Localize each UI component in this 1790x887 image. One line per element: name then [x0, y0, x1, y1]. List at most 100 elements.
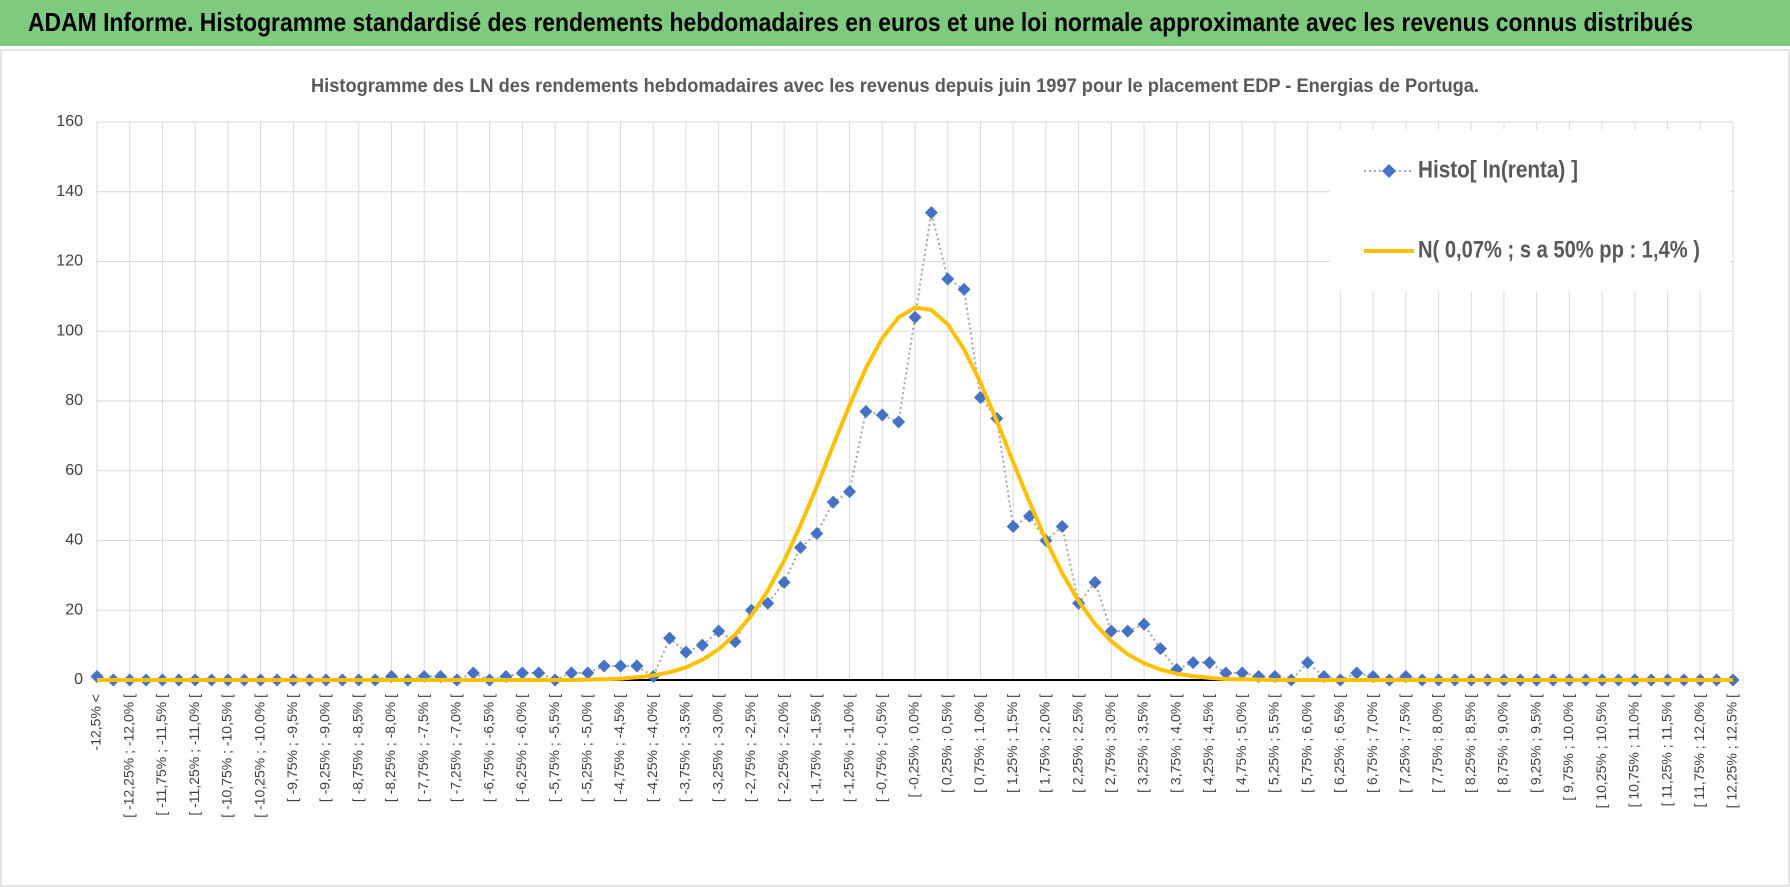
legend-marker [1382, 164, 1396, 178]
data-point [695, 638, 709, 652]
data-point [1055, 520, 1069, 534]
x-tick-label: [ -11,75% ; -11,5% [ [153, 694, 169, 816]
x-tick-label: [ 2,75% ; 3,0% [ [1102, 694, 1118, 793]
page-title: ADAM Informe. Histogramme standardisé de… [28, 7, 1693, 37]
x-tick-label: [ 11,25% ; 11,5% [ [1658, 694, 1674, 806]
data-point [614, 659, 628, 673]
x-tick-label: [ 4,75% ; 5,0% [ [1233, 694, 1249, 793]
x-tick-label: [ -8,75% ; -8,5% [ [349, 694, 365, 802]
x-tick-label: [ 0,25% ; 0,5% [ [938, 694, 954, 793]
x-tick-label: [ -9,75% ; -9,5% [ [284, 694, 300, 802]
data-point [1235, 666, 1249, 680]
data-point [712, 624, 726, 638]
x-tick-label: [ -12,25% ; -12,0% [ [120, 694, 136, 818]
x-tick-label: [ 5,75% ; 6,0% [ [1298, 694, 1314, 793]
x-tick-label: [ -4,25% ; -4,0% [ [644, 694, 660, 802]
x-tick-label: [ 5,25% ; 5,5% [ [1266, 694, 1282, 793]
x-tick-label: [ -4,75% ; -4,5% [ [611, 694, 627, 802]
data-point [810, 527, 824, 541]
legend-label: N( 0,07% ; s a 50% pp : 1,4% ) [1418, 236, 1700, 263]
data-point [941, 272, 955, 286]
x-tick-label: [ 8,25% ; 8,5% [ [1462, 694, 1478, 793]
data-point [515, 666, 529, 680]
x-tick-label: [ 9,25% ; 9,5% [ [1527, 694, 1543, 793]
x-tick-label: [ -7,75% ; -7,5% [ [415, 694, 431, 802]
x-tick-label: [ -6,25% ; -6,0% [ [513, 694, 529, 802]
data-point [826, 495, 840, 509]
legend-label: Histo[ ln(renta) ] [1418, 156, 1578, 183]
data-point [630, 659, 644, 673]
data-point [875, 408, 889, 422]
y-tick-label: 0 [74, 671, 83, 688]
data-point [1186, 656, 1200, 670]
chart-frame [0, 49, 1790, 887]
x-tick-label: [ 0,75% ; 1,0% [ [971, 694, 987, 793]
x-tick-label: -12,5% < [88, 694, 104, 750]
data-point [564, 666, 578, 680]
data-point [957, 282, 971, 296]
chart-title: Histogramme des LN des rendements hebdom… [311, 76, 1479, 97]
x-tick-label: [ -1,75% ; -1,5% [ [808, 694, 824, 802]
header-bar [0, 0, 1790, 46]
x-tick-label: [ 12,25% ; 12,5% [ [1724, 694, 1740, 809]
data-point [532, 666, 546, 680]
x-tick-label: [ 2,25% ; 2,5% [ [1069, 694, 1085, 793]
x-tick-label: [ 11,75% ; 12,0% [ [1691, 694, 1707, 807]
data-point [777, 575, 791, 589]
data-point [761, 596, 775, 610]
x-tick-label: [ -11,25% ; -11,0% [ [186, 694, 202, 816]
data-point [466, 666, 480, 680]
x-tick-label: [ -6,75% ; -6,5% [ [480, 694, 496, 802]
x-tick-label: [ -2,75% ; -2,5% [ [742, 694, 758, 802]
data-point [843, 485, 857, 499]
data-point [859, 404, 873, 418]
x-tick-label: [ -7,25% ; -7,0% [ [448, 694, 464, 802]
series-line [97, 305, 1733, 682]
x-tick-label: [ -8,25% ; -8,0% [ [382, 694, 398, 802]
y-tick-label: 120 [56, 253, 83, 270]
x-tick-label: [ -2,25% ; -2,0% [ [775, 694, 791, 802]
x-tick-label: [ 7,75% ; 8,0% [ [1429, 694, 1445, 793]
x-tick-label: [ 9,75% ; 10,0% [ [1560, 694, 1576, 801]
data-point [1219, 666, 1233, 680]
x-tick-label: [ 1,75% ; 2,0% [ [1037, 694, 1053, 793]
x-tick-label: [ -0,25% ; 0,0% [ [906, 694, 922, 798]
y-tick-label: 160 [56, 113, 83, 130]
x-tick-label: [ -5,25% ; -5,0% [ [579, 694, 595, 802]
y-tick-label: 20 [65, 601, 83, 618]
x-tick-label: [ 10,75% ; 11,0% [ [1626, 694, 1642, 807]
data-point [1088, 575, 1102, 589]
data-point [1104, 624, 1118, 638]
data-point [1121, 624, 1135, 638]
x-tick-label: [ -1,25% ; -1,0% [ [840, 694, 856, 802]
data-point [1153, 642, 1167, 656]
x-tick-label: [ -3,25% ; -3,0% [ [709, 694, 725, 802]
y-tick-label: 140 [56, 183, 83, 200]
x-tick-label: [ 8,75% ; 9,0% [ [1495, 694, 1511, 793]
data-point [908, 310, 922, 324]
x-tick-label: [ -3,75% ; -3,5% [ [677, 694, 693, 802]
data-point [581, 666, 595, 680]
data-point [1137, 617, 1151, 631]
legend-box [1330, 130, 1730, 292]
x-tick-label: [ 10,25% ; 10,5% [ [1593, 694, 1609, 809]
x-tick-label: [ 7,25% ; 7,5% [ [1397, 694, 1413, 793]
x-tick-label: [ 6,75% ; 7,0% [ [1364, 694, 1380, 793]
x-tick-label: [ -0,75% ; -0,5% [ [873, 694, 889, 802]
data-point [679, 645, 693, 659]
y-tick-label: 80 [65, 392, 83, 409]
data-point [793, 540, 807, 554]
data-point [1301, 656, 1315, 670]
x-tick-label: [ -10,75% ; -10,5% [ [219, 694, 235, 818]
data-point [597, 659, 611, 673]
x-tick-label: [ 3,75% ; 4,0% [ [1167, 694, 1183, 793]
x-tick-label: [ 1,25% ; 1,5% [ [1004, 694, 1020, 793]
data-point [1006, 520, 1020, 534]
y-tick-label: 60 [65, 462, 83, 479]
data-point [1202, 656, 1216, 670]
x-tick-label: [ 6,25% ; 6,5% [ [1331, 694, 1347, 793]
x-tick-label: [ -5,75% ; -5,5% [ [546, 694, 562, 802]
x-tick-label: [ -10,25% ; -10,0% [ [251, 694, 267, 818]
y-tick-label: 100 [56, 322, 83, 339]
